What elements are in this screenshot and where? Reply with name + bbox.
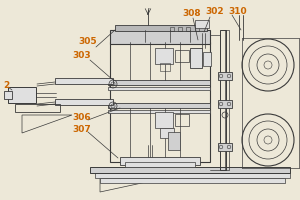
Bar (178, 27, 182, 31)
Bar (218, 143, 232, 151)
Text: 2: 2 (3, 82, 9, 90)
Bar (110, 30, 210, 44)
Bar (100, 178, 285, 183)
Bar (115, 25, 207, 31)
Bar (175, 50, 189, 62)
Bar (108, 87, 210, 90)
Bar (110, 42, 210, 162)
Bar (190, 48, 202, 68)
Text: 302: 302 (205, 7, 224, 17)
Text: 306: 306 (72, 114, 91, 122)
Bar (168, 132, 180, 150)
Bar (225, 30, 229, 170)
Text: 307: 307 (72, 126, 91, 134)
Bar (108, 110, 210, 113)
Bar (203, 52, 211, 66)
Bar (155, 112, 173, 128)
Bar (220, 30, 226, 170)
Bar (175, 114, 189, 126)
Text: I: I (147, 8, 149, 17)
Bar (90, 167, 290, 173)
Bar (218, 100, 232, 108)
Text: 308: 308 (182, 8, 201, 18)
Bar (195, 27, 199, 31)
Bar (8, 87, 36, 103)
Bar (120, 157, 200, 165)
Bar (170, 27, 174, 31)
Bar (160, 128, 174, 138)
Bar (95, 173, 290, 178)
Bar (55, 99, 113, 105)
Bar (195, 20, 209, 28)
Bar (15, 104, 60, 112)
Bar (125, 162, 195, 167)
Bar (108, 80, 210, 85)
Bar (218, 72, 232, 80)
Bar (186, 27, 190, 31)
Bar (55, 78, 113, 84)
Text: 305: 305 (78, 38, 97, 46)
Bar (4, 91, 12, 99)
Text: 310: 310 (228, 6, 247, 16)
Bar (160, 63, 170, 71)
Bar (155, 48, 173, 64)
Text: 303: 303 (72, 50, 91, 60)
Bar (108, 103, 210, 108)
